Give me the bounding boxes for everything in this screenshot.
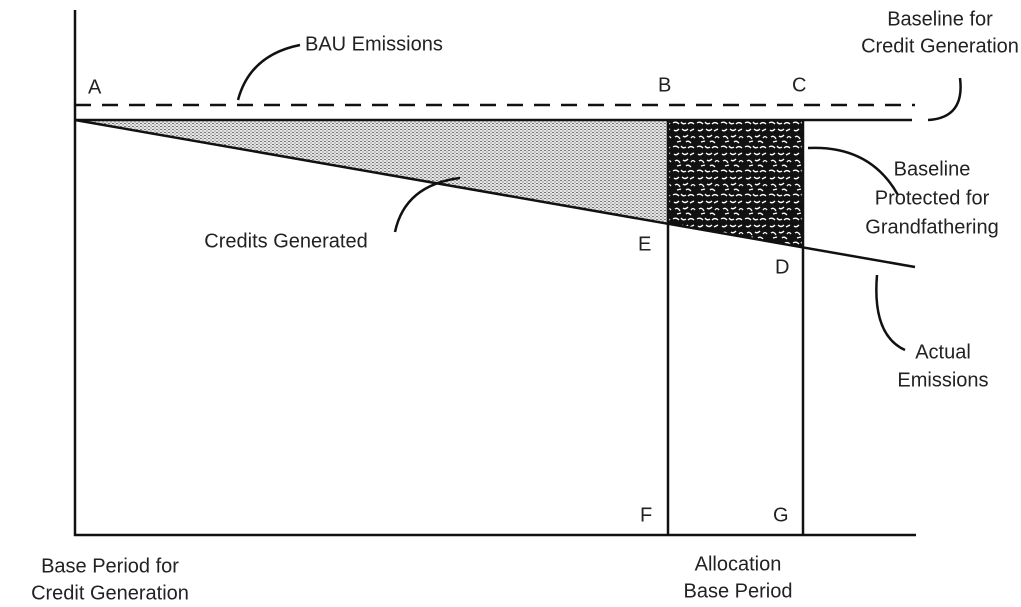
- point-label: C: [792, 74, 806, 96]
- annotation: BAU Emissions: [305, 33, 443, 55]
- point-label: A: [88, 76, 102, 98]
- leader: [236, 43, 301, 101]
- point-label: G: [773, 504, 789, 526]
- labels: BAU Emissions Baseline for Credit Generati…: [31, 8, 1019, 604]
- annotation: Actual: [915, 341, 971, 363]
- annotation: Base Period: [684, 580, 793, 602]
- annotation: Credits Generated: [204, 230, 367, 252]
- point-label: B: [658, 74, 671, 96]
- leader: [927, 77, 962, 122]
- leader: [807, 146, 900, 196]
- annotation: Baseline: [894, 158, 971, 180]
- point-label: E: [638, 233, 651, 255]
- annotation: Baseline for: [887, 8, 993, 30]
- point-label: F: [640, 504, 652, 526]
- annotation: Emissions: [897, 369, 988, 391]
- annotation: Base Period for: [41, 555, 179, 577]
- annotation: Grandfathering: [865, 216, 998, 238]
- actual-line: [74, 118, 916, 269]
- leader: [393, 176, 461, 233]
- annotation: Credit Generation: [31, 582, 189, 604]
- leader: [875, 274, 906, 352]
- point-label: D: [775, 256, 789, 278]
- annotation: Allocation: [695, 553, 782, 575]
- annotation: Protected for: [875, 187, 990, 209]
- annotation: Credit Generation: [861, 35, 1019, 57]
- grandfathering-region: [668, 120, 803, 247]
